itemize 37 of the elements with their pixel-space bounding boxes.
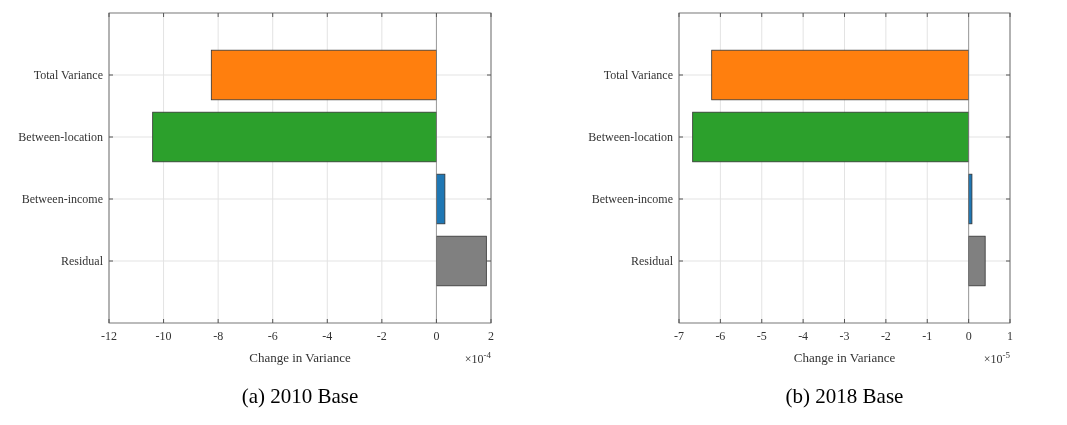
x-tick-label: 0	[965, 329, 972, 343]
x-tick-label: -8	[213, 329, 224, 343]
x-tick-label: -5	[756, 329, 767, 343]
x-tick-label: -6	[715, 329, 726, 343]
x-tick-label: -7	[674, 329, 684, 343]
x-tick-label: -4	[798, 329, 809, 343]
x-tick-label: -3	[839, 329, 850, 343]
y-tick-label: Between-income	[591, 192, 673, 206]
x-tick-label: -10	[155, 329, 172, 343]
y-tick-label: Between-location	[588, 130, 673, 144]
text: ×10$^{-4}$	[464, 350, 492, 366]
x-tick-label: 1	[1007, 329, 1013, 343]
x-axis-title: Change in Variance	[793, 350, 896, 365]
x-tick-label: -6	[267, 329, 278, 343]
text: (a) 2010 Base	[241, 384, 359, 408]
bar	[968, 173, 973, 225]
x-tick-label: -2	[880, 329, 891, 343]
x-tick-label: 2	[488, 329, 494, 343]
x-tick-label: -12	[101, 329, 117, 343]
x-axis-title: Change in Variance	[249, 350, 351, 365]
y-tick-label: Residual	[61, 254, 104, 268]
x-tick-label: -1	[922, 329, 933, 343]
y-tick-label: Total Variance	[603, 68, 673, 82]
x-tick-label: 0	[433, 329, 440, 343]
y-tick-label: Residual	[631, 254, 674, 268]
x-tick-label: -4	[322, 329, 333, 343]
x-tick-label: -2	[376, 329, 387, 343]
bar	[210, 49, 437, 101]
text: (b) 2018 Base	[785, 384, 904, 408]
bar	[436, 173, 446, 225]
y-tick-label: Between-location	[18, 130, 103, 144]
bar	[692, 111, 970, 163]
bar	[152, 111, 437, 163]
bar	[711, 49, 970, 101]
y-tick-label: Between-income	[21, 192, 103, 206]
text: ×10$^{-5}$	[983, 350, 1011, 366]
y-tick-label: Total Variance	[33, 68, 103, 82]
